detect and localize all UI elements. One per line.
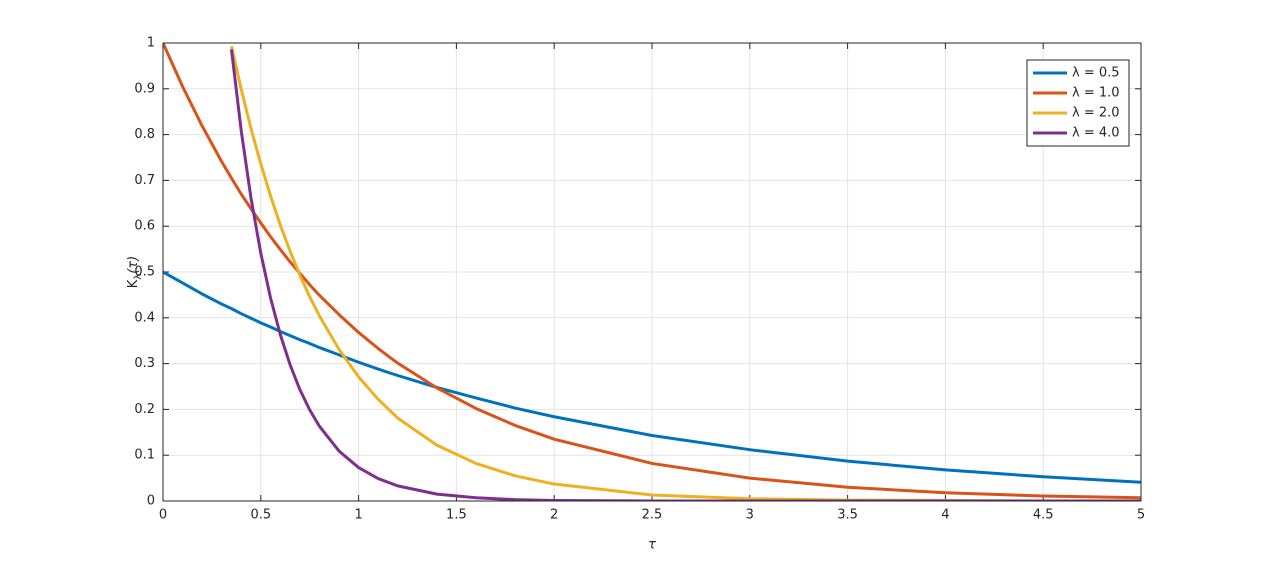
legend-label: λ = 1.0 [1072,86,1120,101]
x-tick-label: 1.5 [446,508,467,523]
y-label-arg: (τ) [126,256,141,274]
y-tick-label: 0.9 [134,81,155,96]
x-tick-label: 4.5 [1033,508,1054,523]
x-tick-label: 2.5 [642,508,663,523]
series-line [163,43,1141,500]
y-tick-label: 0.3 [134,356,155,371]
x-tick-label: 0.5 [250,508,271,523]
y-label-sub: λ [133,274,144,280]
x-tick-label: 3.5 [837,508,858,523]
legend-label: λ = 0.5 [1072,66,1120,81]
lines [163,43,1141,501]
y-tick-label: 0.6 [134,219,155,234]
x-axis-label: τ [648,538,656,553]
series-line [229,49,1141,501]
x-tick-label: 4 [941,508,949,523]
x-tick-label: 5 [1137,508,1145,523]
y-label-base: K [126,279,141,288]
x-tick-label: 0 [159,508,167,523]
legend-label: λ = 4.0 [1072,126,1120,141]
y-tick-label: 0 [147,494,155,509]
x-tick-label: 3 [746,508,754,523]
y-tick-label: 0.8 [134,127,155,142]
x-tick-label: 2 [550,508,558,523]
series-line [229,45,1141,501]
x-tick-label: 1 [354,508,362,523]
y-tick-label: 0.5 [134,265,155,280]
y-axis-label: Kλ(τ) [126,256,145,288]
y-tick-label: 0.2 [134,402,155,417]
axes-box [162,42,1142,502]
series-line [163,270,1141,484]
legend-label: λ = 2.0 [1072,106,1120,121]
y-tick-label: 0.1 [134,448,155,463]
y-tick-label: 1 [147,36,155,51]
y-tick-label: 0.7 [134,173,155,188]
y-tick-label: 0.4 [134,310,155,325]
